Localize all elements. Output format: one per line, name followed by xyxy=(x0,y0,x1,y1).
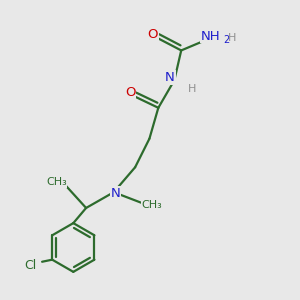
Text: CH₃: CH₃ xyxy=(46,177,67,187)
Text: N: N xyxy=(110,187,120,200)
Text: Cl: Cl xyxy=(24,259,36,272)
Text: CH₃: CH₃ xyxy=(142,200,163,210)
Text: 2: 2 xyxy=(223,35,229,45)
Text: O: O xyxy=(148,28,158,40)
Text: H: H xyxy=(188,84,196,94)
Text: H: H xyxy=(227,33,236,43)
Text: N: N xyxy=(165,71,175,84)
Text: NH: NH xyxy=(201,30,221,43)
Text: O: O xyxy=(125,86,135,99)
